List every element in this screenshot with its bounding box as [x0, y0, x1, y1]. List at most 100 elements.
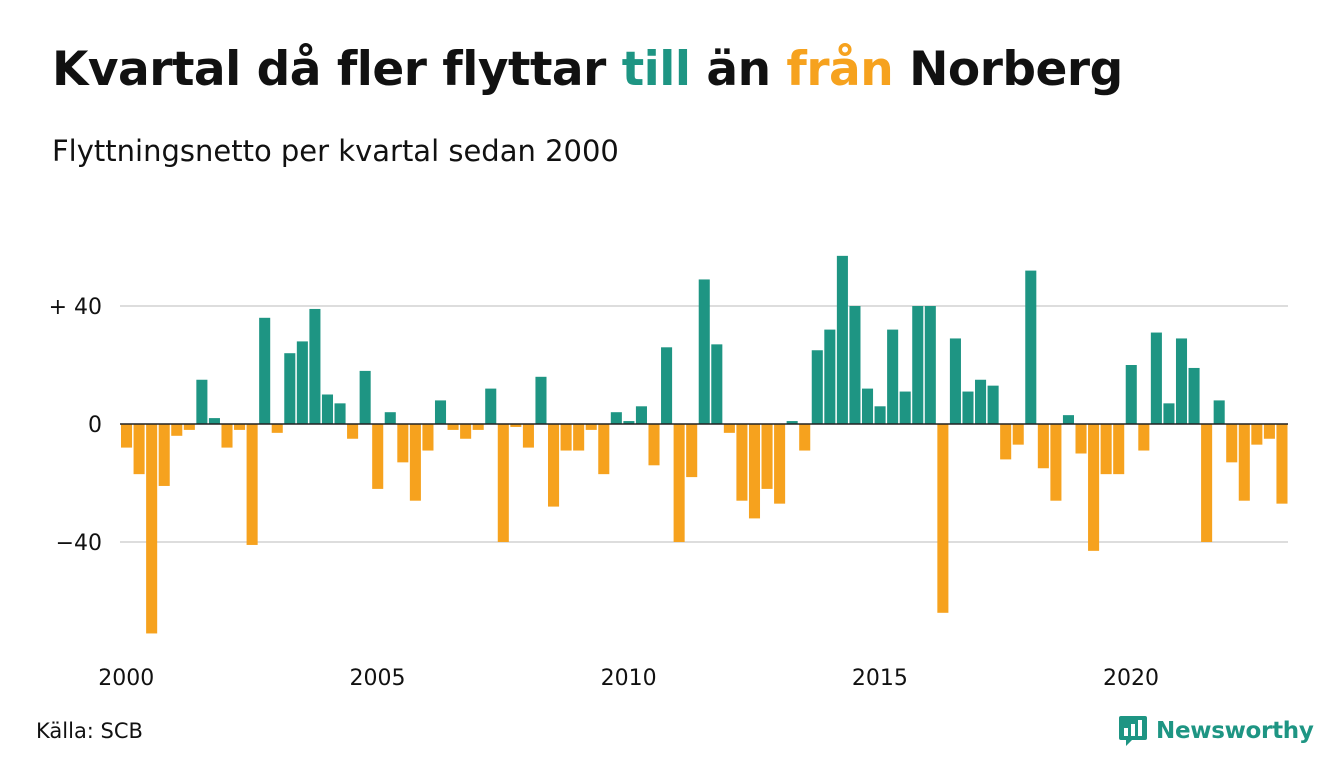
bar [949, 338, 961, 424]
title-till: till [621, 42, 691, 97]
bar [723, 424, 735, 433]
bar [485, 388, 497, 424]
bar [774, 424, 786, 504]
bar [121, 424, 133, 448]
x-tick-label: 2000 [98, 666, 154, 691]
bar [962, 391, 974, 424]
bar [296, 341, 308, 424]
bar [1188, 367, 1200, 424]
bar [761, 424, 773, 489]
bar [874, 406, 886, 424]
bar [271, 424, 283, 433]
bar [447, 424, 459, 430]
bar [1075, 424, 1087, 454]
bar [1251, 424, 1263, 445]
bar [1025, 270, 1037, 424]
bar [673, 424, 685, 542]
bar [811, 350, 823, 424]
bar [1012, 424, 1024, 445]
bar [648, 424, 660, 466]
x-tick-label: 2005 [349, 666, 405, 691]
title-fran: från [786, 42, 894, 97]
bar [460, 424, 472, 439]
bar [698, 279, 710, 424]
bar [234, 424, 246, 430]
bar [1125, 365, 1137, 424]
bar [133, 424, 145, 475]
bar [987, 385, 999, 424]
bar [786, 421, 798, 424]
bar [309, 308, 321, 424]
bar [158, 424, 170, 486]
bar [573, 424, 585, 451]
bar [824, 329, 836, 424]
bar [1263, 424, 1275, 439]
bar [598, 424, 610, 475]
bar [711, 344, 723, 424]
bar [1050, 424, 1062, 501]
bar [887, 329, 899, 424]
bar [1037, 424, 1049, 469]
bar [736, 424, 748, 501]
bar [409, 424, 421, 501]
bar [1226, 424, 1238, 463]
bar [623, 421, 635, 424]
bar [1201, 424, 1213, 542]
bar [384, 412, 396, 424]
x-tick-label: 2015 [852, 666, 908, 691]
chart-title: Kvartal då fler flyttar till än från Nor… [52, 42, 1123, 97]
bar [849, 306, 861, 424]
bar [937, 424, 949, 613]
bar [535, 376, 547, 424]
bar [1088, 424, 1100, 551]
bar [1000, 424, 1012, 460]
bar [912, 306, 924, 424]
bar [1062, 415, 1074, 424]
y-tick-label: 0 [88, 413, 102, 438]
title-part-3: Norberg [893, 42, 1123, 97]
bar [422, 424, 434, 451]
bar [924, 306, 936, 424]
bar [661, 347, 673, 424]
bar [1213, 400, 1225, 424]
bar [146, 424, 158, 634]
brand-logo: Newsworthy [1118, 714, 1314, 748]
bar [472, 424, 484, 430]
title-part-1: Kvartal då fler flyttar [52, 42, 622, 97]
bar [748, 424, 761, 519]
bar [372, 424, 384, 489]
bar [397, 424, 409, 463]
bar [548, 424, 560, 507]
bar [799, 424, 811, 451]
bar [686, 424, 698, 478]
bar [1175, 338, 1188, 424]
bar [1163, 403, 1175, 424]
bar [1150, 332, 1162, 424]
bar [1100, 424, 1112, 475]
bar-chart: + 40 0 −40 2000 2005 2010 2015 2020 [49, 255, 1288, 691]
bar [321, 394, 334, 424]
bar [183, 424, 195, 430]
bar [284, 353, 296, 424]
title-part-2: än [690, 42, 787, 97]
bar [334, 403, 346, 424]
bar [610, 412, 622, 424]
bar [246, 424, 258, 545]
bar [836, 255, 848, 424]
bar [1276, 424, 1288, 504]
x-tick-label: 2020 [1103, 666, 1159, 691]
bar [635, 406, 647, 424]
bar [208, 418, 220, 424]
bar [1138, 424, 1150, 451]
bar [899, 391, 911, 424]
bar [585, 424, 597, 430]
bar [196, 379, 208, 424]
y-tick-label: −40 [56, 531, 102, 556]
bar [359, 370, 371, 424]
bar [221, 424, 233, 448]
bar [171, 424, 183, 436]
bar [975, 379, 987, 424]
y-tick-label: + 40 [49, 295, 102, 320]
brand-name: Newsworthy [1156, 718, 1314, 744]
bar [434, 400, 447, 424]
